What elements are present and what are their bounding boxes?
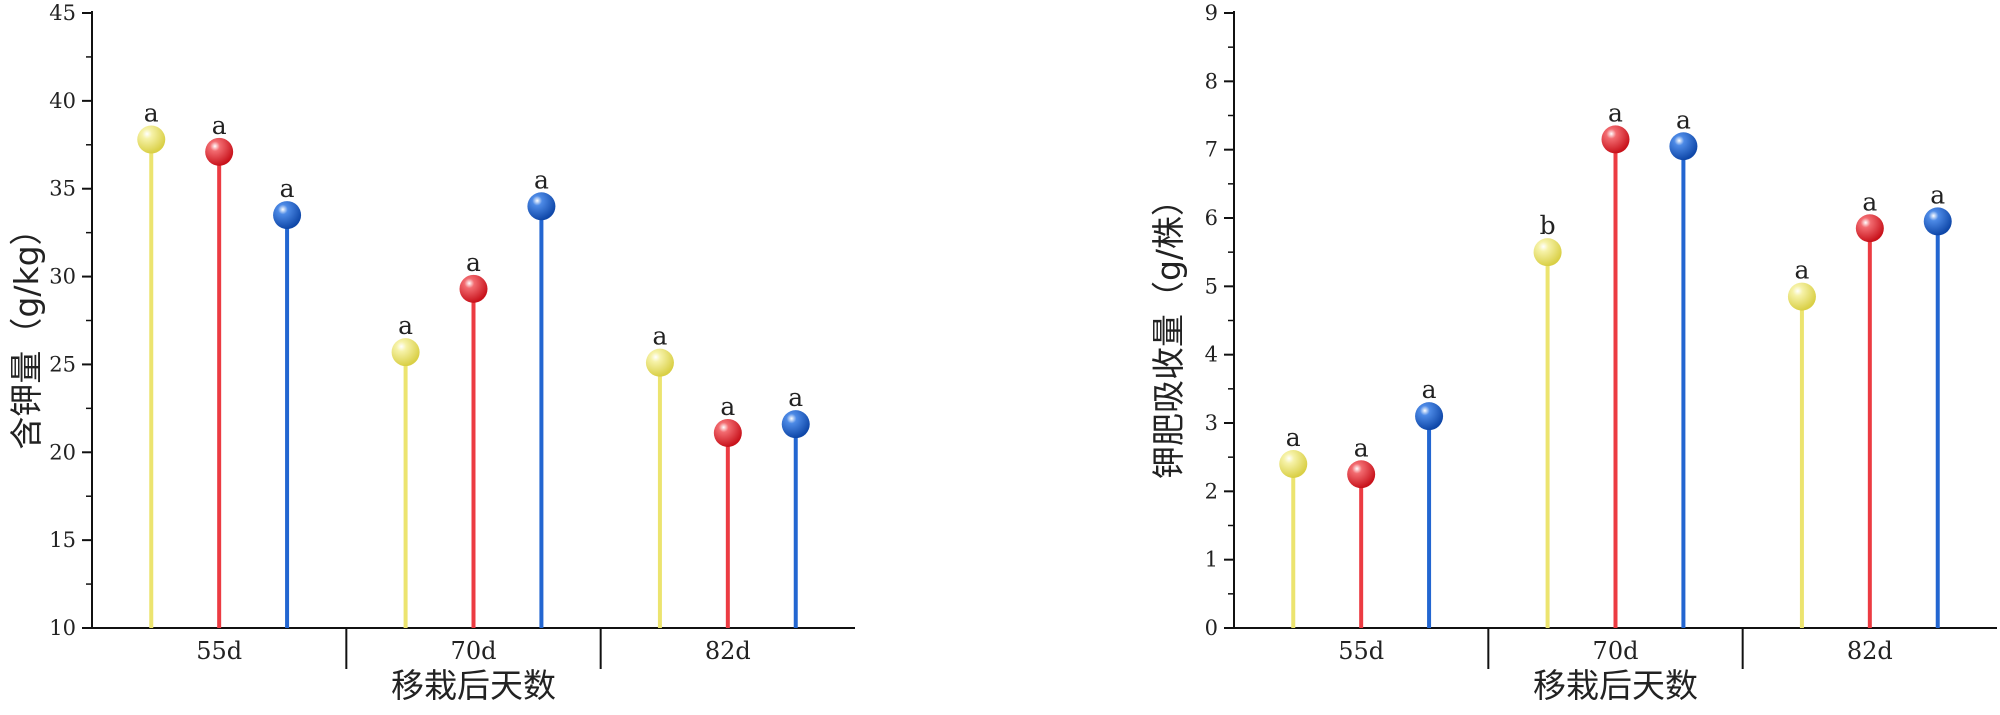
significance-label: a — [212, 111, 227, 140]
x-axis-title: 移栽后天数 — [391, 666, 556, 705]
x-category-label: 70d — [1593, 637, 1639, 665]
significance-label: a — [1862, 187, 1877, 216]
y-tick-label: 15 — [49, 528, 76, 552]
significance-label: a — [1286, 423, 1301, 452]
significance-label: a — [720, 392, 735, 421]
lollipop-marker — [1669, 132, 1698, 161]
lollipop-marker — [527, 192, 556, 221]
y-tick-label: 7 — [1205, 138, 1218, 162]
y-tick-label: 30 — [49, 265, 76, 289]
y-tick-label: 2 — [1205, 479, 1218, 503]
significance-label: a — [1930, 180, 1945, 209]
y-tick-label: 20 — [49, 440, 76, 464]
x-category-label: 55d — [1338, 637, 1384, 665]
significance-label: a — [788, 383, 803, 412]
y-tick-label: 8 — [1205, 69, 1218, 93]
significance-label: a — [1422, 375, 1437, 404]
lollipop-marker — [1855, 214, 1884, 243]
significance-label: a — [280, 174, 295, 203]
lollipop-marker — [391, 338, 420, 367]
lollipop-marker — [1601, 125, 1630, 154]
x-category-label: 82d — [705, 637, 751, 665]
chart-panel-2: 0 1 2 3 4 5 6 7 8 9 55d 70d 82d 移栽后天数 钾肥吸收量（g/株） a b a a a a… — [1149, 1, 1997, 705]
lollipop-marker — [205, 137, 234, 166]
significance-label: b — [1540, 211, 1556, 240]
significance-label: a — [534, 165, 549, 194]
lollipop-marker — [713, 418, 742, 447]
lollipop-marker — [781, 410, 810, 439]
y-axis-title: 钾肥吸收量（g/株） — [1149, 183, 1188, 479]
significance-label: a — [652, 322, 667, 351]
lollipop-marker — [1533, 238, 1562, 267]
x-category-label: 70d — [451, 637, 497, 665]
significance-label: a — [398, 311, 413, 340]
y-tick-label: 0 — [1205, 616, 1218, 640]
y-tick-label: 45 — [49, 1, 76, 25]
y-axis-title: 含钾量（g/kg） — [7, 212, 46, 449]
significance-label: a — [1354, 433, 1369, 462]
significance-label: a — [144, 99, 159, 128]
chart-panel-1: 10 15 20 25 30 35 40 45 55d 70d 82d 移栽后天数 含钾量（g/kg） a… — [7, 1, 855, 705]
lollipop-marker — [1923, 207, 1952, 236]
x-axis-title: 移栽后天数 — [1533, 666, 1698, 705]
lollipop-marker — [645, 348, 674, 377]
y-tick-label: 5 — [1205, 274, 1218, 298]
y-tick-label: 10 — [49, 616, 76, 640]
significance-label: a — [1608, 98, 1623, 127]
y-tick-label: 40 — [49, 89, 76, 113]
significance-label: a — [1794, 256, 1809, 285]
significance-label: a — [1676, 105, 1691, 134]
lollipop-marker — [1279, 450, 1308, 478]
y-tick-label: 9 — [1205, 1, 1218, 25]
lollipop-marker — [137, 125, 166, 154]
lollipop-marker — [273, 201, 302, 230]
y-tick-label: 4 — [1205, 343, 1218, 367]
lollipop-marker — [1787, 282, 1816, 311]
lollipop-marker — [459, 274, 488, 303]
y-tick-label: 35 — [49, 177, 76, 201]
lollipop-marker — [1415, 402, 1444, 431]
significance-label: a — [466, 248, 481, 277]
x-category-label: 55d — [196, 637, 242, 665]
y-tick-label: 25 — [49, 352, 76, 376]
y-tick-label: 3 — [1205, 411, 1218, 435]
lollipop-marker — [1347, 460, 1376, 489]
y-tick-label: 6 — [1205, 206, 1218, 230]
x-category-label: 82d — [1847, 637, 1893, 665]
y-tick-label: 1 — [1205, 548, 1218, 572]
